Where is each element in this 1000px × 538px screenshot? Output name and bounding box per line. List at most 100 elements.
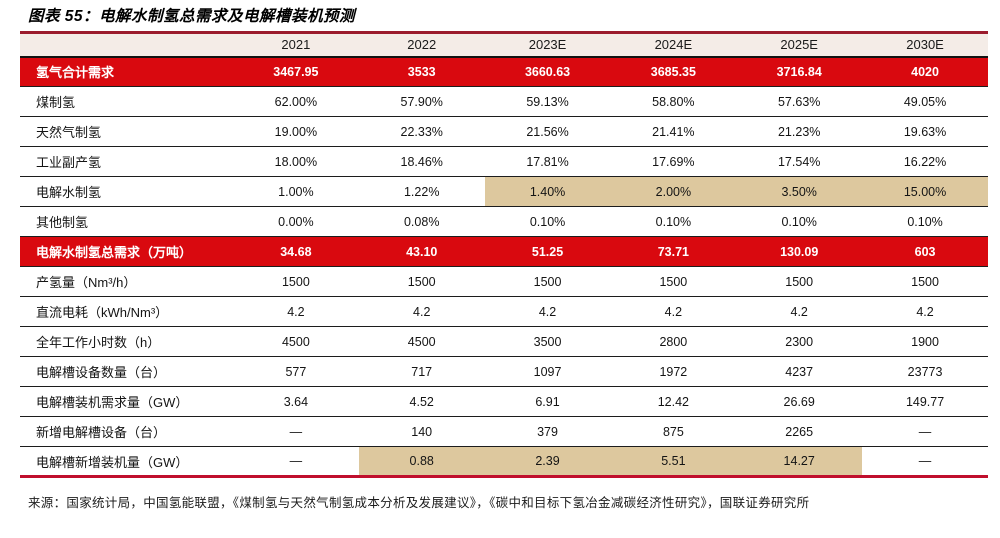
table-row: 直流电耗（kWh/Nm³） 4.2 4.2 4.2 4.2 4.2 4.2: [20, 296, 988, 327]
value-cell: 15.00%: [862, 176, 988, 207]
value-cell: 0.10%: [529, 214, 566, 229]
year-column-header: 2024E: [610, 32, 737, 57]
value-cell: 1500: [911, 274, 939, 289]
row-label: 产氢量（Nm³/h）: [36, 275, 137, 290]
table-row: 电解槽新增装机量（GW） — 0.88 2.39 5.51 14.27 —: [20, 446, 988, 477]
row-label: 电解槽新增装机量（GW）: [36, 454, 189, 470]
value-cell: 2265: [785, 424, 814, 439]
value-cell: 0.10%: [655, 214, 692, 229]
value-cell: 21.41%: [652, 124, 695, 139]
value-cell: 23773: [907, 364, 943, 379]
value-cell: 62.00%: [274, 94, 318, 109]
year-column-header: 2030E: [862, 32, 988, 57]
value-cell: 3716.84: [776, 64, 822, 79]
table-row: 工业副产氢 18.00% 18.46% 17.81% 17.69% 17.54% 16.22…: [20, 146, 988, 177]
value-cell: 4.2: [664, 304, 683, 319]
value-cell: 0.10%: [907, 214, 943, 229]
value-cell: 4237: [785, 364, 814, 379]
header-row: 2021 2022 2023E 2024E 2025E 2030E: [20, 32, 988, 57]
value-cell: 2.39: [484, 446, 611, 477]
value-cell: 3500: [533, 334, 562, 349]
value-cell: 3533: [407, 64, 436, 79]
value-cell: —: [918, 424, 932, 439]
value-cell: 34.68: [280, 244, 312, 259]
value-cell: —: [289, 454, 303, 468]
value-cell: 1500: [533, 274, 562, 289]
value-cell: 73.71: [657, 244, 689, 259]
row-label: 电解槽装机需求量（GW）: [36, 395, 189, 410]
value-cell: 3685.35: [650, 64, 696, 79]
value-cell: 1900: [911, 334, 939, 349]
table-row: 新增电解槽设备（台） — 140 379 875 2265 —: [20, 416, 988, 447]
value-cell: 12.42: [657, 394, 689, 409]
value-cell: 21.23%: [777, 124, 821, 139]
value-cell: 4020: [911, 64, 939, 79]
value-cell: 4.2: [413, 304, 431, 319]
summary-row: 电解水制氢总需求（万吨） 34.68 43.10 51.25 73.71 130.09 60…: [20, 236, 988, 267]
value-cell: 16.22%: [903, 154, 947, 169]
table-row: 天然气制氢 19.00% 22.33% 21.56% 21.41% 21.23% 19.63…: [20, 116, 988, 147]
row-label: 电解槽设备数量（台）: [36, 365, 167, 380]
table-row: 电解槽装机需求量（GW） 3.64 4.52 6.91 12.42 26.69 149.77: [20, 386, 988, 417]
value-cell: 2300: [785, 334, 814, 349]
row-label: 全年工作小时数（h）: [36, 335, 161, 350]
value-cell: 4500: [281, 334, 310, 349]
value-cell: 1972: [659, 364, 688, 379]
value-cell: 3.50%: [736, 176, 863, 207]
row-label: 电解水制氢: [36, 185, 102, 200]
year-column-header: 2022: [358, 32, 485, 57]
value-cell: 4.2: [287, 304, 305, 319]
value-cell: 379: [537, 424, 558, 439]
value-cell: 4.2: [916, 304, 934, 319]
value-cell: 2.00%: [610, 176, 737, 207]
value-cell: 59.13%: [526, 94, 569, 109]
value-cell: 149.77: [905, 394, 945, 409]
value-cell: 57.63%: [777, 94, 821, 109]
value-cell: 26.69: [783, 394, 815, 409]
table-body: 氢气合计需求 3467.95 3533 3660.63 3685.35 3716.84 40…: [20, 56, 988, 477]
value-cell: 51.25: [531, 244, 564, 259]
value-cell: 4.2: [538, 304, 557, 319]
value-cell: 1500: [281, 274, 310, 289]
value-cell: 1500: [785, 274, 814, 289]
table-row: 煤制氢 62.00% 57.90% 59.13% 58.80% 57.63% 49.05%: [20, 86, 988, 117]
value-cell: 0.88: [358, 446, 485, 477]
value-cell: 1500: [407, 274, 436, 289]
value-cell: 3467.95: [273, 64, 319, 79]
table-row: 电解水制氢 1.00% 1.22% 1.40% 2.00% 3.50% 15.00%: [20, 176, 988, 207]
value-cell: 1500: [659, 274, 688, 289]
value-cell: 18.46%: [400, 154, 443, 169]
value-cell: 43.10: [406, 244, 438, 259]
year-column-header: 2025E: [736, 32, 863, 57]
value-cell: 6.91: [535, 394, 560, 409]
row-label: 煤制氢: [36, 95, 76, 110]
value-cell: 5.51: [610, 446, 737, 477]
table-row: 产氢量（Nm³/h） 1500 1500 1500 1500 1500 1500: [20, 266, 988, 297]
value-cell: 577: [285, 364, 307, 379]
value-cell: 1.00%: [278, 184, 314, 199]
value-cell: 140: [411, 424, 433, 439]
value-cell: 2800: [659, 334, 688, 349]
row-label: 氢气合计需求: [36, 65, 115, 81]
row-label: 其他制氢: [36, 215, 89, 230]
value-cell: 14.27: [736, 446, 863, 477]
value-cell: 1097: [533, 364, 562, 379]
value-cell: 4500: [407, 334, 436, 349]
value-cell: 19.63%: [903, 124, 947, 139]
value-cell: 717: [411, 364, 433, 379]
value-cell: 22.33%: [400, 124, 443, 139]
table-row: 其他制氢 0.00% 0.08% 0.10% 0.10% 0.10% 0.10%: [20, 206, 988, 237]
corner-cell: [20, 32, 233, 57]
value-cell: 3.64: [283, 394, 309, 409]
year-column-header: 2021: [232, 32, 359, 57]
value-cell: 49.05%: [903, 94, 947, 109]
figure-title: 图表 55：电解水制氢总需求及电解槽装机预测: [28, 8, 356, 25]
row-label: 直流电耗（kWh/Nm³）: [36, 305, 169, 320]
year-column-header: 2023E: [484, 32, 611, 57]
value-cell: —: [918, 454, 932, 468]
source-note: 来源：国家统计局，中国氢能联盟，《煤制氢与天然气制氢成本分析及发展建议》，《碳中…: [28, 496, 810, 510]
value-cell: 58.80%: [652, 94, 695, 109]
value-cell: 1.40%: [484, 176, 611, 207]
data-table: 2021 2022 2023E 2024E 2025E 2030E 氢气合计需求 3467.…: [20, 31, 988, 478]
